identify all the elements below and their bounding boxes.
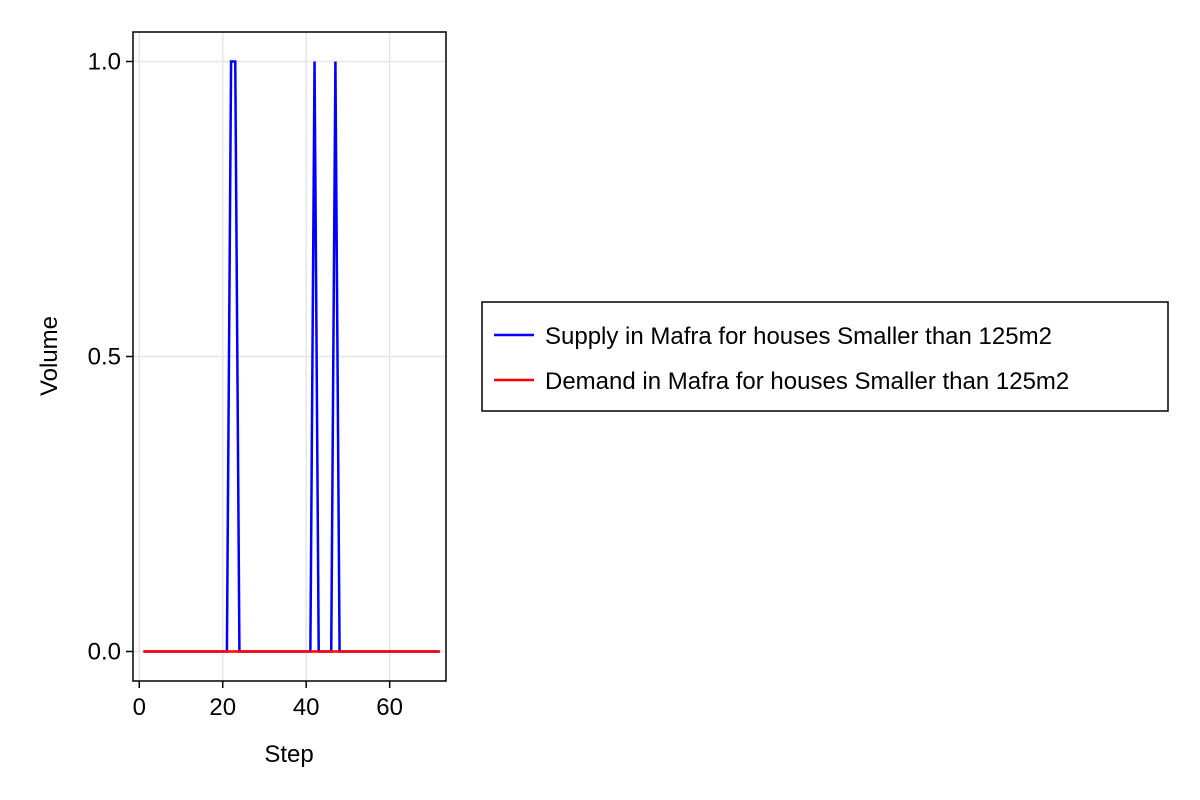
y-tick-label-1: 0.5 (88, 344, 121, 371)
legend-box (481, 301, 1169, 412)
series-layer (143, 60, 440, 653)
y-axis-label: Volume (36, 316, 63, 396)
x-tick-label-2: 40 (293, 694, 320, 721)
legend-label-demand: Demand in Mafra for houses Smaller than … (545, 368, 1069, 395)
y-tick-label-0: 0.0 (88, 639, 121, 666)
grid (133, 32, 446, 681)
legend-label-supply: Supply in Mafra for houses Smaller than … (545, 323, 1052, 350)
legend: Supply in Mafra for houses Smaller than … (481, 301, 1169, 412)
x-tick-label-0: 0 (133, 694, 146, 721)
axis-ticks: 0 20 40 60 0.0 0.5 1.0 (88, 49, 403, 722)
series-line-supply (143, 60, 440, 653)
x-axis-label: Step (264, 741, 313, 768)
x-tick-label-1: 20 (209, 694, 236, 721)
x-tick-label-3: 60 (376, 694, 403, 721)
y-tick-label-2: 1.0 (88, 49, 121, 76)
